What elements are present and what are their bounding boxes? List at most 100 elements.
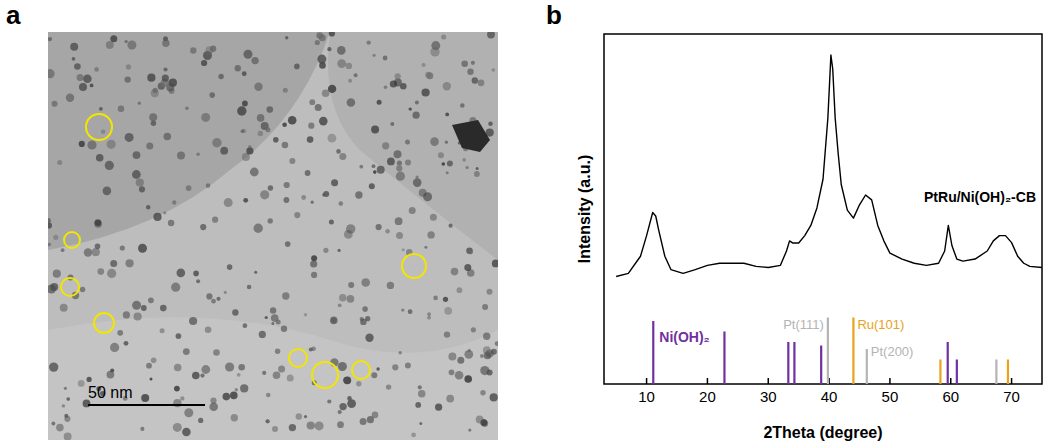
tem-particle (209, 403, 218, 412)
tem-particle (241, 129, 245, 133)
tem-particle (411, 433, 416, 438)
tem-particle (365, 334, 373, 342)
tem-particle (146, 143, 153, 150)
tem-particle (315, 421, 324, 430)
tem-particle (395, 73, 401, 79)
tem-particle (244, 50, 253, 59)
tem-particle (224, 198, 233, 207)
tem-particle (347, 98, 356, 107)
tem-particle (149, 113, 157, 121)
tem-particle (90, 84, 94, 88)
tem-particle (323, 248, 328, 253)
tem-particle (441, 35, 446, 40)
tem-particle (238, 364, 245, 371)
tem-particle (317, 55, 326, 64)
tem-particle (438, 152, 444, 158)
tem-particle (138, 244, 147, 253)
tem-particle (72, 57, 76, 61)
tem-particle (284, 182, 290, 188)
tem-particle (457, 357, 464, 364)
tem-particle (186, 185, 192, 191)
tem-particle (268, 185, 273, 190)
tem-particle (336, 149, 341, 154)
label-ground (856, 317, 905, 332)
tem-particle (282, 122, 287, 127)
tem-particle (396, 165, 402, 171)
tem-particle (422, 63, 426, 67)
tem-particle (347, 295, 355, 303)
tem-particle (328, 134, 337, 143)
tem-particle (296, 413, 302, 419)
tem-particle (409, 207, 416, 214)
tem-particle (146, 363, 152, 369)
tem-particle (254, 83, 262, 91)
tem-particle (445, 141, 448, 144)
tem-particle (254, 224, 263, 233)
tem-particle (382, 142, 389, 149)
tem-particle (328, 85, 336, 93)
tem-particle (184, 408, 193, 417)
panel-label: b (546, 0, 562, 30)
tem-particle (487, 289, 493, 295)
tem-particle (309, 99, 315, 105)
tem-particle (319, 117, 328, 126)
tem-particle (258, 131, 263, 136)
tem-particle (99, 107, 103, 111)
tem-particle (192, 372, 200, 380)
tem-particle (257, 114, 265, 122)
tem-particle (190, 47, 196, 53)
tem-particle (474, 171, 480, 177)
tem-particle (347, 399, 356, 408)
tem-particle (140, 427, 144, 431)
tem-aggregate (452, 120, 490, 152)
tem-particle (60, 304, 68, 312)
tem-particle (373, 170, 377, 174)
tem-particle (338, 362, 347, 371)
tem-particle (356, 381, 361, 386)
tem-particle (246, 147, 253, 154)
tem-particle (107, 371, 115, 379)
tem-particle (150, 378, 153, 381)
tem-particle (243, 323, 248, 328)
tem-particle (362, 306, 368, 312)
tem-particle (415, 101, 419, 105)
tem-particle (200, 224, 206, 230)
x-tick (768, 378, 770, 384)
tem-particle (283, 88, 288, 93)
tem-particle (305, 170, 311, 176)
tem-particle (276, 320, 281, 325)
reference-stick (852, 318, 854, 385)
tem-particle (282, 142, 289, 149)
tem-particle (223, 393, 231, 401)
tem-particle (488, 122, 493, 127)
tem-particle (162, 40, 169, 47)
tem-particle (472, 77, 478, 83)
tem-particle (449, 224, 453, 228)
tem-particle (337, 46, 346, 55)
tem-particle (427, 231, 434, 238)
tem-particle (377, 166, 385, 174)
tem-particle (464, 375, 472, 383)
tem-particle (177, 269, 186, 278)
tem-particle (427, 316, 431, 320)
reference-stick (956, 360, 958, 385)
tem-particle (392, 364, 398, 370)
tem-particle (127, 41, 136, 50)
tem-particle (201, 113, 210, 122)
scale-bar-label: 50 nm (88, 384, 132, 401)
tem-particle (372, 412, 379, 419)
tem-particle (348, 282, 354, 288)
tem-particle (163, 211, 166, 214)
tem-particle (304, 415, 307, 418)
tem-particle (110, 343, 119, 352)
tem-particle (260, 190, 269, 199)
tem-particle (490, 393, 498, 401)
tem-particle (107, 269, 116, 278)
tem-particle (87, 140, 96, 149)
tem-particle (285, 36, 288, 39)
reference-stick (1007, 360, 1009, 385)
tem-particle (213, 349, 220, 356)
scale-bar (88, 404, 205, 406)
tem-particle (405, 362, 411, 368)
tem-particle (196, 279, 200, 283)
